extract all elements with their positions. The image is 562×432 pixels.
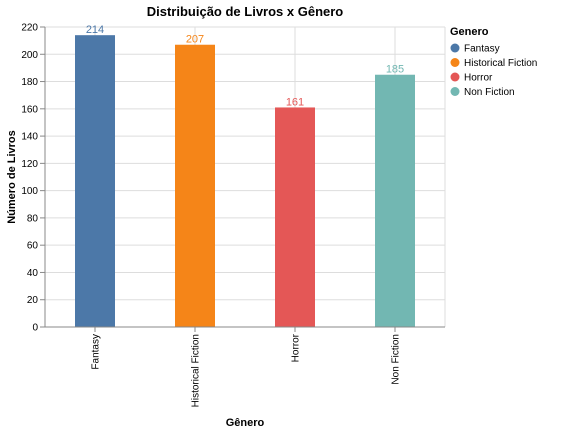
bar-labels: 214 207 161 185 bbox=[86, 24, 404, 108]
x-tick-label: Non Fiction bbox=[391, 334, 402, 385]
bar-value-label: 214 bbox=[86, 24, 104, 36]
y-axis: 0 20 40 60 80 100 120 140 160 180 200 220 bbox=[21, 23, 46, 334]
legend-title: Genero bbox=[450, 26, 489, 38]
x-tick-label: Historical Fiction bbox=[191, 334, 202, 407]
y-tick-label: 80 bbox=[27, 213, 39, 224]
x-tick-label: Fantasy bbox=[91, 334, 102, 370]
y-tick-label: 40 bbox=[27, 268, 39, 279]
y-tick-label: 60 bbox=[27, 241, 39, 252]
bars bbox=[75, 35, 415, 328]
x-axis-title: Gênero bbox=[226, 417, 265, 429]
x-axis: Fantasy Historical Fiction Horror Non Ficti… bbox=[45, 326, 445, 407]
y-tick-label: 0 bbox=[32, 323, 38, 334]
y-axis-title: Número de Livros bbox=[6, 130, 18, 224]
bar-value-label: 161 bbox=[286, 96, 304, 108]
legend-label: Historical Fiction bbox=[464, 58, 537, 69]
legend-swatch bbox=[450, 58, 460, 67]
bar-value-label: 185 bbox=[386, 64, 404, 76]
legend-swatch bbox=[450, 72, 460, 82]
y-tick-label: 200 bbox=[21, 50, 38, 61]
bar-value-label: 207 bbox=[186, 34, 204, 46]
x-tick-label: Horror bbox=[291, 333, 302, 362]
bar bbox=[375, 74, 415, 328]
bar bbox=[275, 107, 315, 327]
legend: Genero Fantasy Historical Fiction Horror No… bbox=[450, 26, 537, 98]
chart-title: Distribuição de Livros x Gênero bbox=[147, 4, 344, 19]
legend-swatch bbox=[450, 43, 460, 53]
y-tick-label: 220 bbox=[21, 23, 38, 34]
y-tick-label: 180 bbox=[21, 77, 38, 88]
y-tick-label: 140 bbox=[21, 132, 38, 143]
legend-label: Non Fiction bbox=[464, 87, 515, 98]
legend-label: Horror bbox=[464, 73, 493, 84]
y-tick-label: 120 bbox=[21, 159, 38, 170]
y-tick-label: 100 bbox=[21, 186, 38, 197]
y-tick-label: 160 bbox=[21, 104, 38, 115]
bar bbox=[175, 44, 215, 328]
legend-label: Fantasy bbox=[464, 44, 500, 55]
legend-swatch bbox=[450, 87, 460, 96]
y-tick-label: 20 bbox=[27, 295, 39, 306]
bar bbox=[75, 35, 115, 327]
